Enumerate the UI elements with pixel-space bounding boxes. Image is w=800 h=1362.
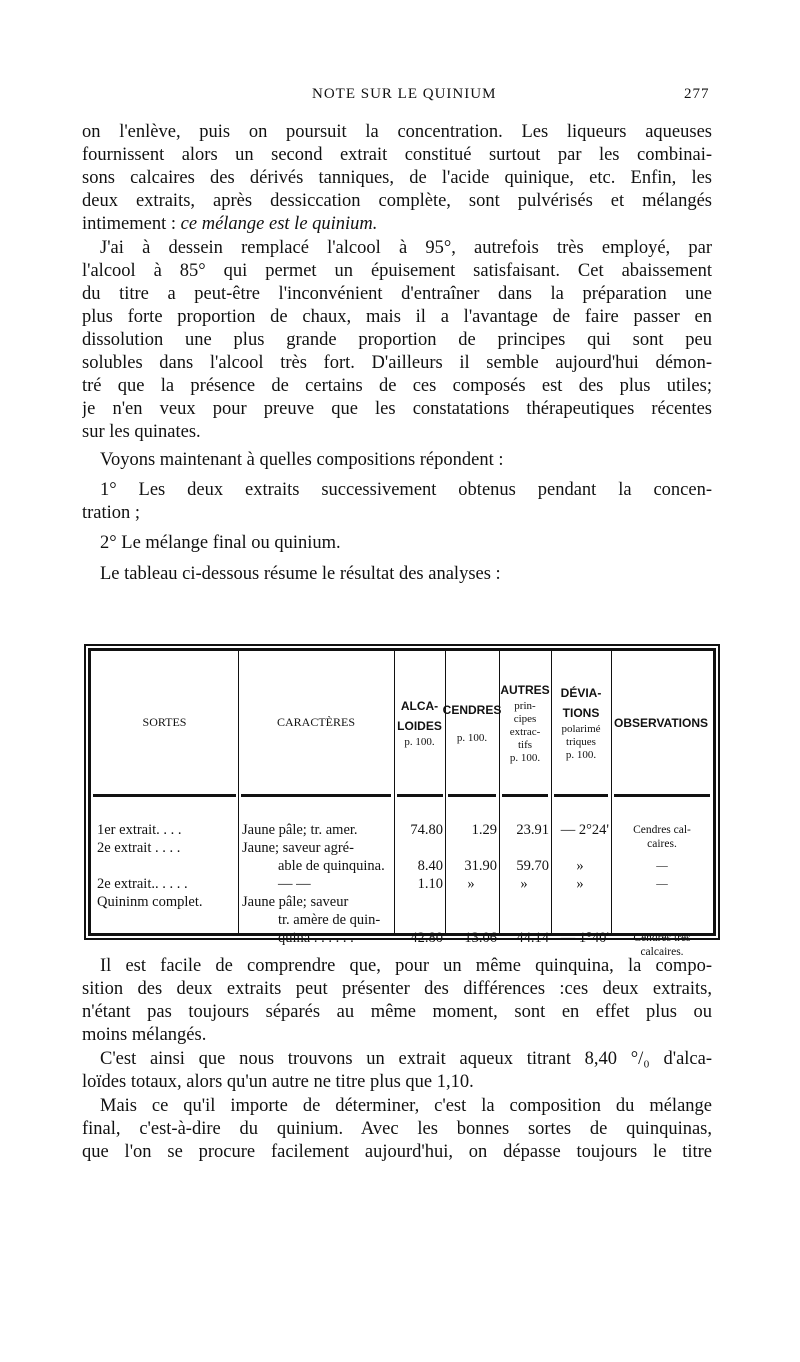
sortes-line bbox=[97, 911, 203, 929]
text-line: l'alcool à 85° qui permet un épuisement … bbox=[82, 261, 712, 281]
cendres-cell: » bbox=[467, 876, 475, 892]
sortes-line: Quininm complet. bbox=[97, 894, 203, 910]
running-header: NOTE SUR LE QUINIUM bbox=[312, 86, 497, 102]
sortes-line bbox=[97, 857, 203, 875]
observations-cell: Cendres cal-caires. bbox=[615, 823, 709, 851]
observation-line: Cendres cal- bbox=[633, 824, 691, 836]
deviations-cell: » bbox=[576, 858, 584, 874]
text-line: final, c'est-à-dire du quinium. Avec les… bbox=[82, 1119, 712, 1139]
observations-cell: — bbox=[615, 859, 709, 873]
observations-cell: — bbox=[615, 877, 709, 891]
text-line: du titre a peut-être l'inconvénient d'en… bbox=[82, 284, 712, 304]
text-line: plus forte proportion de chaux, mais il … bbox=[82, 307, 712, 327]
autres-cell: 44.14 bbox=[516, 930, 549, 946]
header-caracteres: CARACTÈRES bbox=[276, 715, 355, 729]
text-line: Le tableau ci-dessous résume le résultat… bbox=[100, 564, 501, 584]
alcaloides-cell: 8.40 bbox=[417, 858, 443, 874]
text-line: sons calcaires des dérivés tanniques, de… bbox=[82, 168, 712, 188]
alcaloides-cell: 42.80 bbox=[410, 930, 443, 946]
alcaloides-cell: 1.10 bbox=[417, 876, 443, 892]
text-line: on l'enlève, puis on poursuit la concent… bbox=[82, 122, 712, 142]
text-line: tré que la présence de certains de ces c… bbox=[82, 376, 712, 396]
text-line: Voyons maintenant à quelles compositions… bbox=[100, 450, 504, 470]
cendres-cell: 1.29 bbox=[471, 822, 497, 838]
alcaloides-cell: 74.80 bbox=[410, 822, 443, 838]
observation-line: — bbox=[656, 860, 668, 872]
deviations-cell: — 1°40' bbox=[560, 930, 609, 946]
text-line: tration ; bbox=[82, 503, 141, 523]
autres-cell: 23.91 bbox=[516, 822, 549, 838]
observation-line: Cendres très bbox=[633, 932, 691, 944]
deviations-cell: — 2°24' bbox=[560, 822, 609, 838]
observations-cell: Cendres très calcaires. bbox=[615, 931, 709, 959]
caracteres-line: Jaune pâle; tr. amer. bbox=[242, 822, 358, 838]
text-line: que l'on se procure facilement aujourd'h… bbox=[82, 1142, 712, 1162]
text-line: intimement : ce mélange est le quinium. bbox=[82, 213, 712, 235]
caracteres-column: Jaune pâle; tr. amer. Jaune; saveur agré-… bbox=[242, 821, 385, 947]
header-autres: AUTRES prin-cipes extrac-tifs p. 100. bbox=[500, 683, 550, 764]
header-deviations: DÉVIA- TIONS polarimé triques p. 100. bbox=[560, 686, 602, 761]
observation-line: calcaires. bbox=[640, 946, 684, 958]
cendres-cell: 13.06 bbox=[464, 930, 497, 946]
caracteres-line: Jaune; saveur agré- bbox=[242, 840, 354, 856]
text-line: Mais ce qu'il importe de déterminer, c'e… bbox=[100, 1096, 712, 1116]
sortes-line: 2e extrait.. . . . . bbox=[97, 876, 188, 892]
italic-text: ce mélange est le quinium. bbox=[180, 214, 378, 234]
text-line: 1° Les deux extraits successivement obte… bbox=[100, 480, 712, 500]
sortes-line: 1er extrait. . . . bbox=[97, 822, 182, 838]
text: intimement : bbox=[82, 214, 181, 234]
text-line: sur les quinates. bbox=[82, 422, 201, 442]
cendres-cell: 31.90 bbox=[464, 858, 497, 874]
text-line: C'est ainsi que nous trouvons un extrait… bbox=[100, 1049, 712, 1069]
caracteres-line: Jaune pâle; saveur bbox=[242, 894, 349, 910]
sortes-line: 2e extrait . . . . bbox=[97, 840, 181, 856]
autres-cell: » bbox=[520, 876, 528, 892]
caracteres-line: — — bbox=[278, 876, 311, 892]
text-line: fournissent alors un second extrait cons… bbox=[82, 145, 712, 165]
header-alcaloides: ALCA- LOIDES p. 100. bbox=[397, 699, 442, 748]
header-sortes: SORTES bbox=[142, 715, 187, 729]
text-line: sition des deux extraits peut présenter … bbox=[82, 979, 712, 999]
autres-cell: 59.70 bbox=[516, 858, 549, 874]
text-line: loïdes totaux, alors qu'un autre ne titr… bbox=[82, 1072, 474, 1092]
text-line: deux extraits, après dessiccation complè… bbox=[82, 191, 712, 211]
text-line: n'étant pas toujours séparés au même mom… bbox=[82, 1002, 712, 1022]
text-line: je n'en veux pour preuve que les constat… bbox=[82, 399, 712, 419]
text-line: 2° Le mélange final ou quinium. bbox=[100, 533, 341, 553]
caracteres-line: tr. amère de quin- bbox=[278, 912, 381, 928]
sortes-line bbox=[97, 929, 203, 947]
observation-line: — bbox=[656, 878, 668, 890]
text-line: moins mélangés. bbox=[82, 1025, 207, 1045]
analysis-table: SORTES CARACTÈRES ALCA- LOIDES p. 100. CEN… bbox=[88, 648, 716, 958]
text-line: Il est facile de comprendre que, pour un… bbox=[100, 956, 712, 976]
text-line: dissolution une plus grande proportion d… bbox=[82, 330, 712, 350]
sortes-column: 1er extrait. . . . 2e extrait . . . . 2e … bbox=[97, 821, 203, 947]
deviations-cell: » bbox=[576, 876, 584, 892]
text-line: J'ai à dessein remplacé l'alcool à 95°, … bbox=[100, 238, 712, 258]
caracteres-line: able de quinquina. bbox=[278, 858, 385, 874]
observation-line: caires. bbox=[647, 838, 677, 850]
caracteres-line: quina . . . . . . bbox=[278, 930, 354, 946]
header-observations: OBSERVATIONS bbox=[613, 715, 708, 730]
text-line: solubles dans l'alcool très fort. D'aill… bbox=[82, 353, 712, 373]
header-cendres: CENDRES p. 100. bbox=[442, 703, 502, 744]
page-number: 277 bbox=[684, 86, 710, 102]
